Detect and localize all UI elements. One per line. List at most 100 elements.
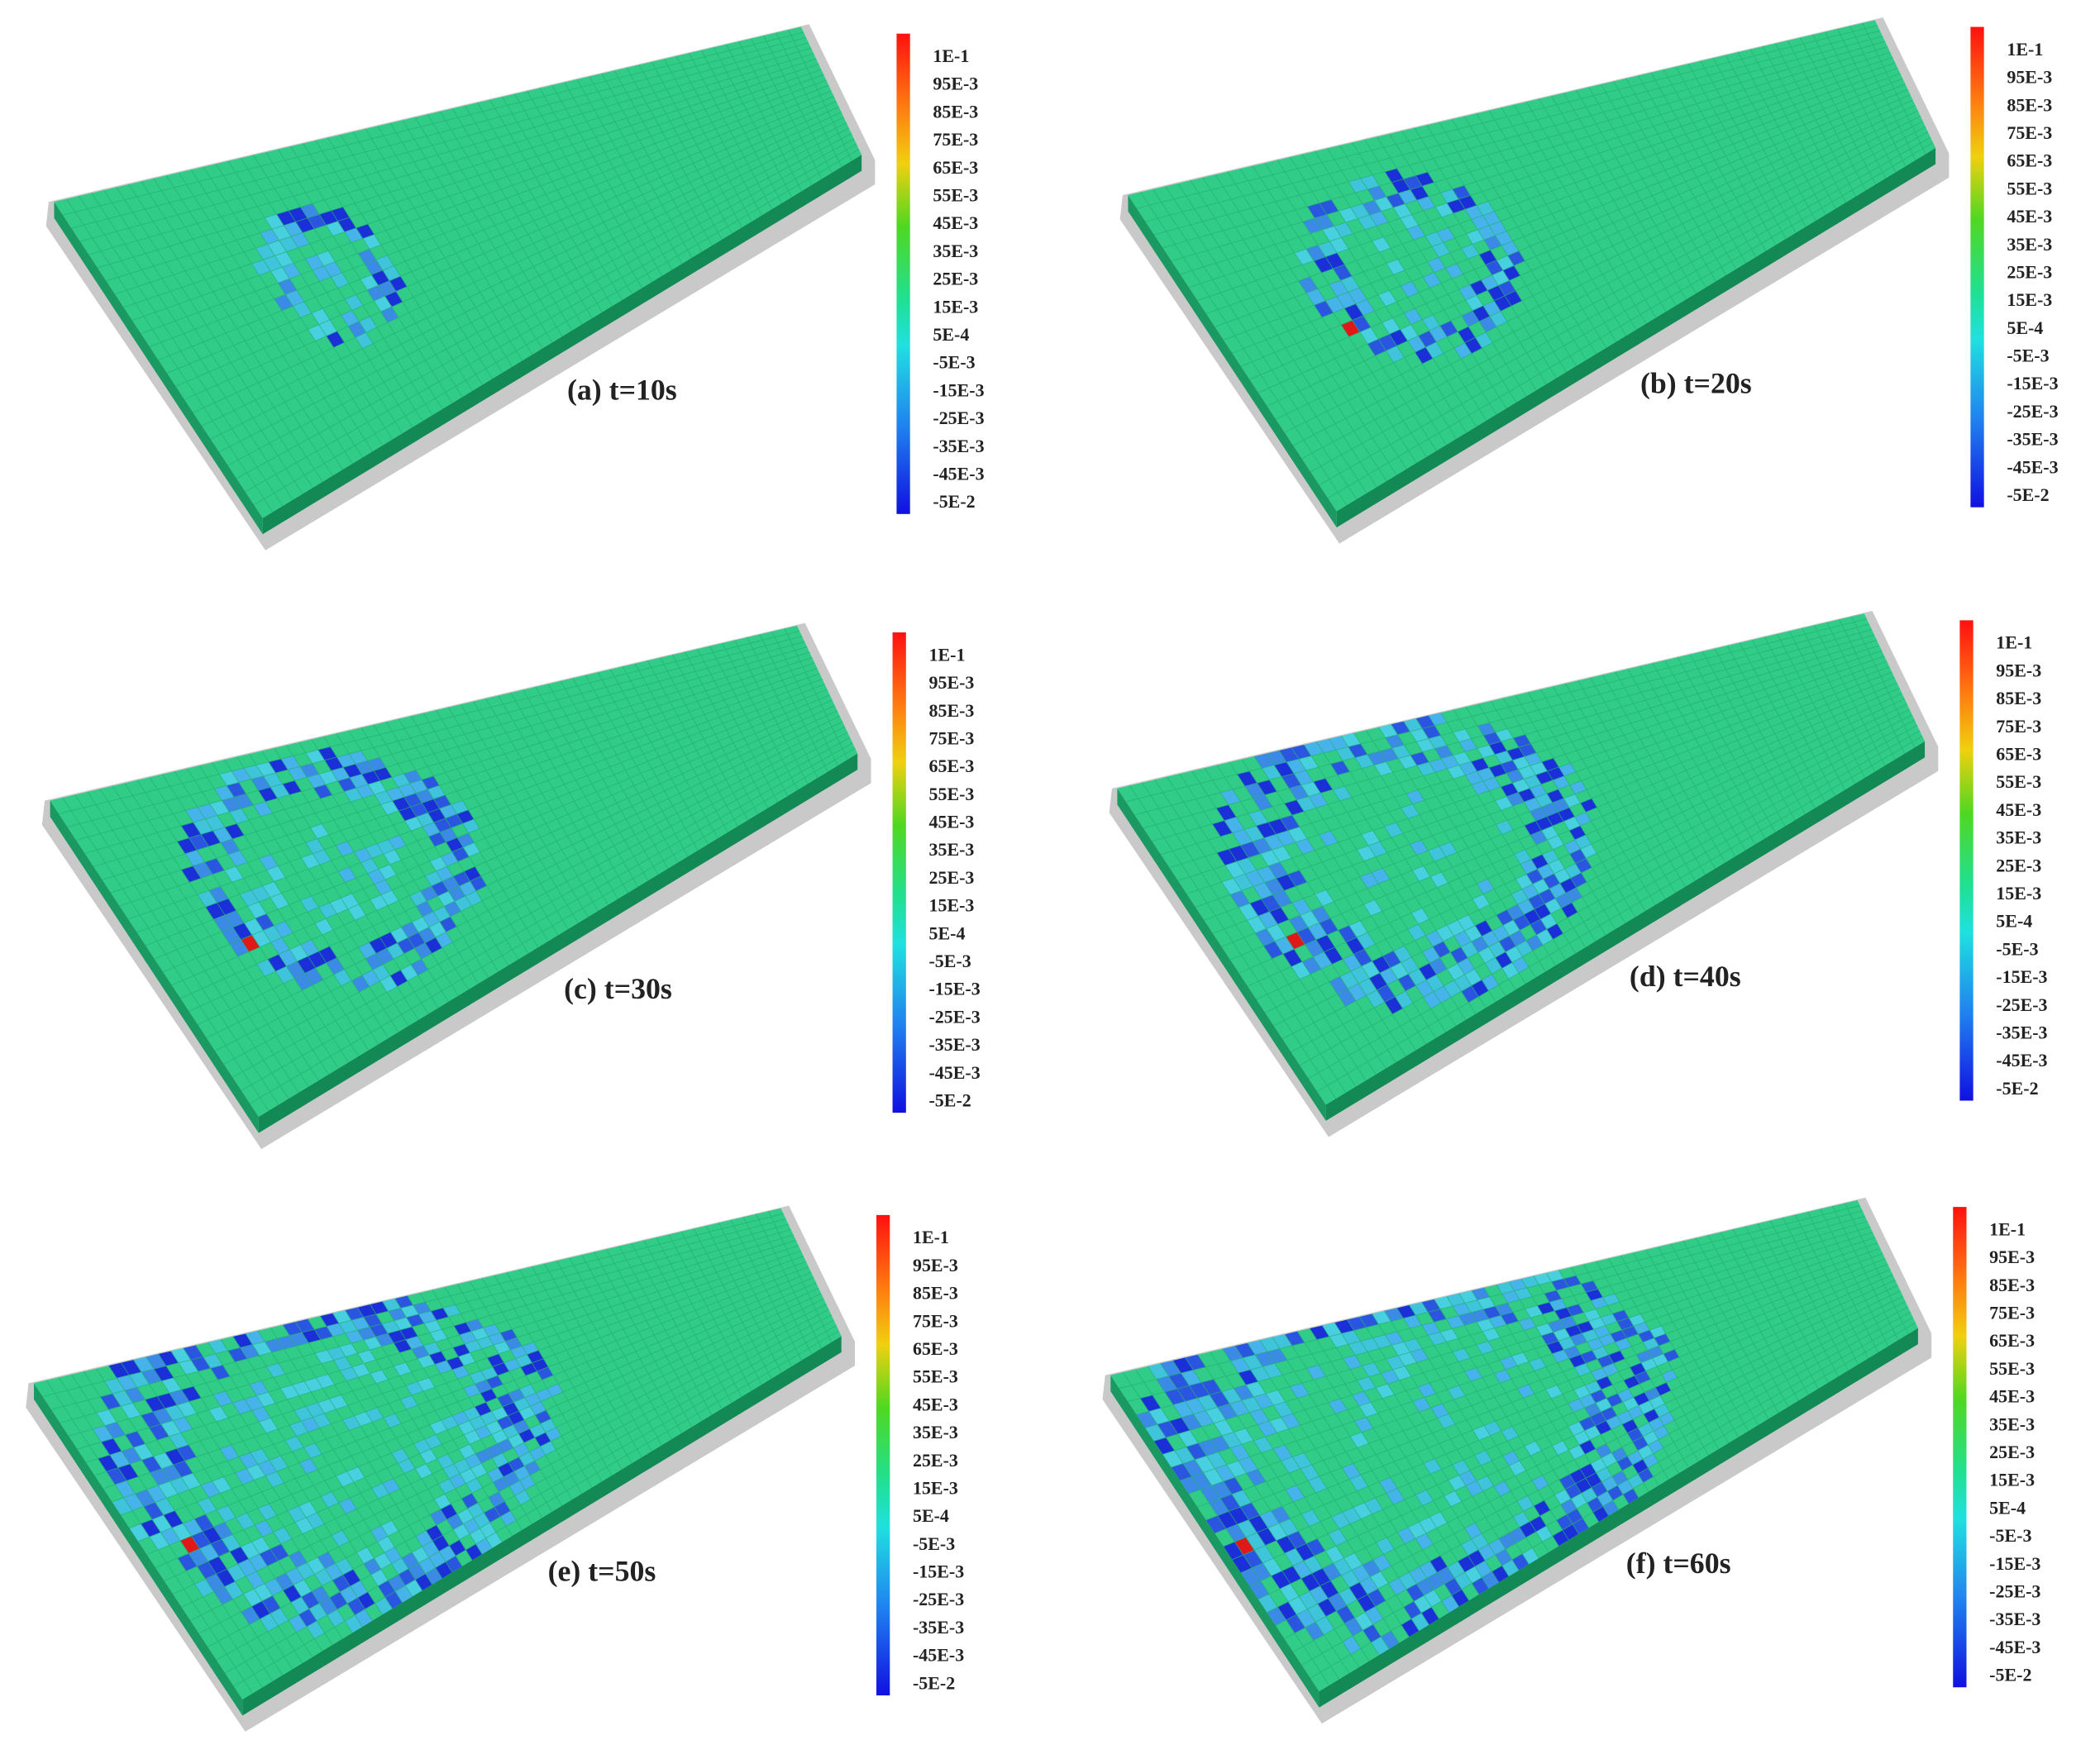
cell (1225, 1523, 1246, 1542)
cell (1415, 346, 1434, 364)
cell (1301, 1509, 1321, 1527)
cell (1541, 1332, 1558, 1345)
cell (1377, 290, 1397, 307)
cell (491, 1406, 508, 1421)
cell (1362, 1559, 1381, 1577)
cell (1348, 288, 1367, 304)
cell (1363, 1624, 1382, 1643)
cell (405, 1381, 423, 1395)
cell (284, 1436, 304, 1452)
colorbar-label: -5E-3 (933, 352, 975, 373)
panel: (d) t=40s 1E-1 95E-3 85E-3 75E-3 65E-3 55E-3 45… (1109, 611, 2048, 1137)
cell (451, 800, 469, 814)
cell (1253, 1437, 1273, 1453)
cell (326, 957, 345, 975)
cell (141, 1412, 161, 1428)
colorbar-label: -15E-3 (2007, 373, 2058, 393)
cell (1379, 967, 1398, 985)
cell (1371, 1637, 1390, 1656)
colorbar-label: -35E-3 (1989, 1609, 2040, 1629)
cell (1305, 1622, 1324, 1641)
cell (152, 1514, 172, 1533)
cell (318, 319, 337, 336)
cell (1568, 1354, 1587, 1368)
cell (475, 1380, 492, 1394)
cell (1276, 1535, 1296, 1554)
cell (1464, 969, 1482, 986)
cell (1238, 1456, 1258, 1474)
cell (1344, 1618, 1363, 1637)
cell (475, 1448, 493, 1464)
cell (394, 1295, 413, 1309)
cell (212, 827, 233, 843)
cell (1382, 951, 1401, 968)
cell (465, 1318, 484, 1332)
cell (133, 1356, 154, 1372)
cell (1216, 849, 1237, 865)
cell (229, 808, 249, 824)
cell (413, 1302, 432, 1315)
colorbar-label: 55E-3 (929, 784, 975, 804)
cell (312, 1585, 330, 1604)
cell (1513, 734, 1531, 748)
cell (146, 1354, 166, 1370)
cell (1573, 1385, 1591, 1399)
cell (1328, 1593, 1347, 1611)
cell (1489, 741, 1507, 755)
cell (480, 1411, 497, 1426)
cell (1262, 1363, 1282, 1379)
cell (133, 1443, 154, 1461)
cell (1229, 1507, 1249, 1524)
cell (293, 301, 312, 318)
cell (314, 918, 333, 935)
cell (1530, 830, 1548, 845)
cell (1410, 908, 1429, 924)
cell (1233, 874, 1253, 891)
cell (1162, 1450, 1183, 1468)
cell (217, 899, 236, 916)
cell (1407, 336, 1426, 353)
cell (1529, 1357, 1546, 1371)
cell (1148, 1408, 1170, 1425)
slab-side (1325, 741, 1926, 1121)
cell (1191, 1472, 1212, 1490)
cell (160, 1420, 181, 1437)
cell (209, 800, 230, 816)
cell (1300, 1464, 1320, 1481)
cell (1205, 1515, 1226, 1533)
cell (1221, 1432, 1242, 1448)
cell (1229, 1444, 1250, 1461)
cell (1461, 985, 1479, 1004)
cell (1356, 932, 1376, 950)
cell (208, 1556, 227, 1575)
cell (1322, 1562, 1342, 1581)
cell (185, 807, 206, 822)
cell (263, 925, 282, 942)
cell (274, 294, 294, 311)
cell (1591, 1297, 1608, 1309)
cell (1403, 308, 1422, 325)
cell (1580, 1350, 1597, 1364)
cell (1545, 1385, 1563, 1399)
colorbar-label: 85E-3 (913, 1283, 958, 1304)
colorbar-label: 95E-3 (2007, 67, 2052, 88)
cell (1308, 1476, 1327, 1494)
cell (193, 862, 213, 879)
cell (406, 1314, 425, 1328)
cell (251, 260, 271, 276)
cell (311, 308, 330, 325)
cell (429, 1329, 448, 1342)
cell (363, 1558, 382, 1576)
caption: (d) t=40s (1630, 960, 1741, 993)
cell (1331, 1512, 1350, 1529)
cell (181, 865, 202, 883)
cell (270, 937, 290, 955)
slab-side (34, 1383, 243, 1716)
cell (1337, 989, 1356, 1007)
cell (1340, 276, 1360, 293)
cell (1495, 796, 1513, 811)
cell (1446, 1293, 1465, 1307)
cell (1530, 807, 1547, 822)
cell (464, 1429, 481, 1445)
cell (363, 1313, 382, 1328)
